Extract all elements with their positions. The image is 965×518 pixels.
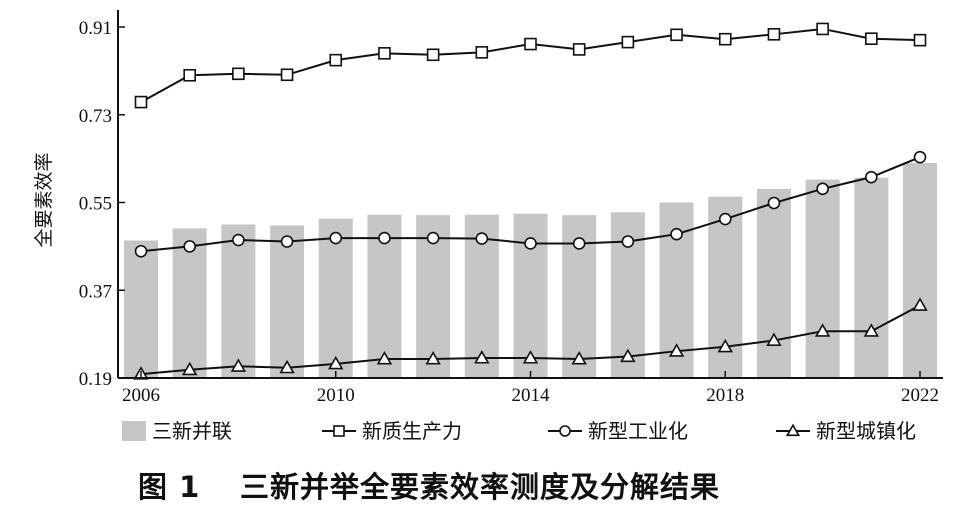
point-xinzhi	[865, 32, 878, 46]
point-xinzhi	[718, 32, 732, 46]
legend-label: 三新并联	[152, 419, 232, 443]
point-chengzhenhua	[766, 332, 782, 347]
point-chengzhenhua	[376, 351, 393, 365]
legend-marker	[333, 425, 345, 437]
point-gongyehua	[816, 182, 829, 196]
bar-sanxin	[318, 218, 353, 378]
x-tick-label: 2022	[901, 385, 939, 406]
legend-marker	[785, 423, 801, 437]
point-gongyehua	[767, 196, 781, 210]
point-chengzhenhua	[279, 359, 295, 374]
y-axis-label: 全要素效率	[33, 152, 55, 247]
series-gongyehua	[134, 150, 927, 258]
y-tick-label: 0.19	[79, 369, 112, 390]
legend-item-chengzhenhua: 新型城镇化	[776, 419, 916, 443]
point-gongyehua	[183, 240, 196, 253]
series-xinzhi	[134, 22, 927, 109]
point-gongyehua	[134, 244, 148, 258]
point-chengzhenhua	[717, 338, 733, 353]
caption-number: 图 1	[138, 470, 200, 504]
bars-layer	[124, 163, 937, 378]
point-xinzhi	[134, 95, 148, 109]
point-gongyehua	[670, 227, 683, 241]
point-gongyehua	[475, 232, 489, 245]
point-chengzhenhua	[863, 323, 880, 337]
point-chengzhenhua	[522, 350, 539, 364]
point-xinzhi	[621, 35, 635, 49]
legend: 三新并联 新质生产力 新型工业化 新型城镇化	[122, 419, 916, 443]
bar-sanxin	[805, 179, 840, 378]
y-tick-label: 0.55	[79, 194, 112, 215]
legend-label: 新型城镇化	[816, 419, 916, 443]
point-xinzhi	[329, 53, 343, 67]
x-tick-label: 2010	[317, 385, 355, 406]
point-xinzhi	[767, 28, 781, 41]
y-ticks: 0.19 0.37 0.55 0.73 0.91	[79, 18, 125, 390]
x-tick-label: 2006	[122, 385, 160, 406]
point-gongyehua	[426, 231, 440, 245]
y-tick-label: 0.73	[79, 106, 112, 127]
point-gongyehua	[572, 237, 586, 250]
point-gongyehua	[718, 212, 732, 226]
point-chengzhenhua	[425, 351, 441, 365]
point-xinzhi	[475, 46, 489, 59]
point-gongyehua	[232, 233, 245, 247]
point-xinzhi	[280, 68, 294, 82]
y-tick-label: 0.91	[79, 18, 112, 39]
point-chengzhenhua	[912, 297, 928, 311]
point-xinzhi	[524, 37, 537, 51]
legend-label: 新型工业化	[588, 419, 688, 443]
point-gongyehua	[865, 170, 878, 184]
point-gongyehua	[329, 231, 343, 245]
point-gongyehua	[913, 150, 927, 164]
y-tick-label: 0.37	[79, 281, 112, 302]
point-chengzhenhua	[668, 343, 685, 357]
x-tick-label: 2018	[706, 385, 744, 406]
bar-sanxin	[172, 228, 207, 378]
legend-item-xinzhi: 新质生产力	[322, 419, 462, 443]
legend-item-gongyehua: 新型工业化	[548, 419, 688, 443]
bar-sanxin	[756, 188, 791, 378]
point-chengzhenhua	[328, 355, 344, 370]
point-xinzhi	[232, 67, 245, 81]
bar-sanxin	[903, 163, 937, 378]
point-chengzhenhua	[814, 323, 831, 337]
point-xinzhi	[183, 68, 196, 82]
point-xinzhi	[426, 48, 440, 62]
x-ticks: 2006 2010 2014 2018 2022	[122, 371, 939, 406]
point-xinzhi	[816, 22, 829, 36]
point-xinzhi	[378, 47, 391, 60]
bar-sanxin	[124, 240, 158, 378]
legend-label: 新质生产力	[362, 419, 462, 443]
point-gongyehua	[280, 235, 294, 248]
point-gongyehua	[524, 237, 537, 250]
legend-swatch	[122, 421, 146, 441]
lines-layer	[133, 22, 928, 380]
point-xinzhi	[913, 33, 927, 47]
figure-caption: 图 1 三新并举全要素效率测度及分解结果	[138, 470, 720, 504]
bar-sanxin	[221, 224, 256, 378]
point-chengzhenhua	[181, 361, 198, 376]
point-chengzhenhua	[571, 351, 587, 365]
bar-sanxin	[270, 225, 305, 378]
point-chengzhenhua	[474, 350, 490, 364]
point-xinzhi	[572, 43, 586, 56]
x-tick-label: 2014	[512, 385, 551, 406]
point-xinzhi	[670, 28, 683, 42]
point-chengzhenhua	[230, 358, 247, 372]
series-chengzhenhua	[133, 297, 928, 380]
point-chengzhenhua	[620, 348, 636, 363]
point-gongyehua	[378, 231, 391, 245]
legend-marker	[559, 425, 571, 437]
point-gongyehua	[621, 235, 635, 248]
bar-sanxin	[854, 177, 889, 378]
legend-item-sanxin: 三新并联	[122, 419, 232, 443]
caption-text: 三新并举全要素效率测度及分解结果	[240, 470, 720, 504]
